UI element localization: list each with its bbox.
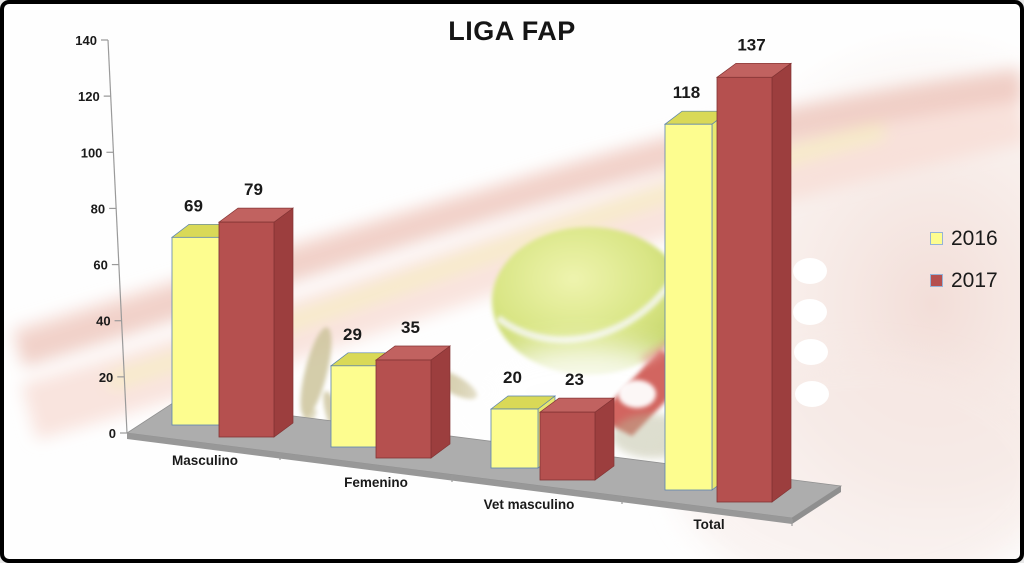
y-tick-label: 80 bbox=[91, 201, 105, 216]
y-tick-label: 140 bbox=[75, 33, 97, 48]
data-label-2017-total: 137 bbox=[737, 35, 765, 54]
category-label-masculino: Masculino bbox=[172, 453, 238, 468]
chart-title: LIGA FAP bbox=[448, 16, 576, 46]
white-dots-column bbox=[793, 258, 829, 407]
data-label-2016-femenino: 29 bbox=[343, 325, 362, 344]
y-tick-label: 120 bbox=[78, 89, 100, 104]
y-tick-label: 20 bbox=[99, 370, 113, 385]
data-label-2017-masculino: 79 bbox=[244, 180, 263, 199]
y-tick-label: 0 bbox=[109, 426, 116, 441]
data-label-2016-vet-masculino: 20 bbox=[503, 368, 522, 387]
data-label-2016-masculino: 69 bbox=[184, 196, 203, 215]
bar-2017-vet-masculino-front bbox=[539, 411, 596, 481]
bar-2017-total-side bbox=[771, 62, 792, 503]
bar-2016-total-front bbox=[664, 123, 713, 491]
legend-label-2016: 2016 bbox=[951, 227, 998, 250]
legend: 2016 2017 bbox=[930, 228, 998, 291]
bar-2017-femenino-front bbox=[375, 359, 432, 459]
bar-2017-masculino-side bbox=[273, 207, 294, 438]
category-label-total: Total bbox=[693, 517, 724, 532]
legend-item-2017: 2017 bbox=[930, 270, 998, 291]
data-label-2017-femenino: 35 bbox=[401, 318, 420, 337]
legend-item-2016: 2016 bbox=[930, 228, 998, 249]
bar-2017-total-front bbox=[716, 76, 773, 503]
category-label-vet-masculino: Vet masculino bbox=[484, 497, 575, 512]
legend-label-2017: 2017 bbox=[951, 269, 998, 292]
floor-front-edge bbox=[127, 433, 792, 524]
floor-right-edge bbox=[792, 486, 841, 524]
y-tick-label: 60 bbox=[93, 258, 107, 273]
y-axis bbox=[107, 39, 128, 434]
bar-2016-masculino-front bbox=[171, 236, 220, 426]
bar-2016-vet-masculino-front bbox=[490, 408, 539, 469]
data-label-2017-vet-masculino: 23 bbox=[565, 370, 584, 389]
legend-swatch-2016 bbox=[930, 232, 943, 245]
category-label-femenino: Femenino bbox=[344, 475, 408, 490]
data-label-2016-total: 118 bbox=[673, 83, 700, 102]
bar-2017-masculino-front bbox=[218, 221, 275, 438]
y-tick-label: 100 bbox=[81, 145, 103, 160]
bar-2017-femenino-side bbox=[430, 345, 451, 459]
white-ball-small bbox=[618, 380, 656, 408]
y-tick-label: 40 bbox=[96, 314, 110, 329]
bar-2016-femenino-front bbox=[330, 365, 379, 448]
legend-swatch-2017 bbox=[930, 274, 943, 287]
bar-chart: 0 20 40 60 80 100 120 140 69 79 Masculino 29 35 Femen… bbox=[75, 33, 843, 532]
